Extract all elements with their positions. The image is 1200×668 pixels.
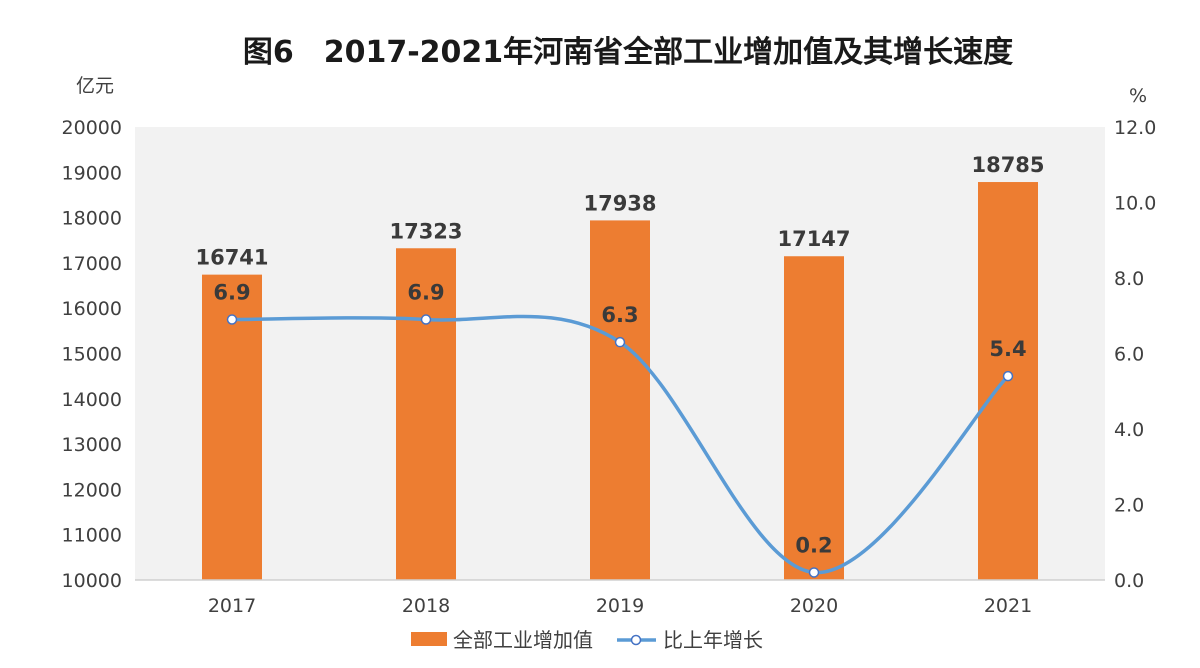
x-tick-label: 2019 [596, 595, 644, 617]
legend: 全部工业增加值 比上年增长 [411, 628, 763, 652]
legend-line-marker [630, 634, 642, 646]
x-tick-label: 2020 [790, 595, 838, 617]
line-data-label: 6.9 [407, 281, 444, 305]
right-tick-label: 12.0 [1114, 117, 1156, 139]
line-point [1002, 370, 1014, 382]
left-tick-label: 13000 [62, 434, 122, 456]
bar-data-label: 17323 [389, 219, 462, 243]
bar [396, 248, 456, 580]
right-axis-unit: % [1129, 85, 1147, 107]
chart-title: 图6 2017-2021年河南省全部工业增加值及其增长速度 [243, 35, 1013, 70]
left-tick-label: 10000 [62, 570, 122, 592]
bar-data-label: 17147 [777, 227, 850, 251]
growth-line [231, 314, 1010, 575]
legend-bar-label: 全部工业增加值 [453, 628, 593, 652]
bar-data-label: 18785 [971, 153, 1044, 177]
line-data-label: 5.4 [989, 337, 1026, 361]
right-tick-label: 10.0 [1114, 193, 1156, 215]
left-axis-unit: 亿元 [76, 75, 114, 97]
right-tick-label: 2.0 [1114, 495, 1144, 517]
bar-data-label: 17938 [583, 191, 656, 215]
left-tick-label: 19000 [62, 162, 122, 184]
left-tick-label: 17000 [62, 253, 122, 275]
bar [784, 256, 844, 580]
right-tick-label: 6.0 [1114, 344, 1144, 366]
x-tick-label: 2018 [402, 595, 450, 617]
left-tick-label: 14000 [62, 389, 122, 411]
x-tick-label: 2017 [208, 595, 256, 617]
legend-line-label: 比上年增长 [663, 628, 763, 652]
line-point [420, 314, 432, 325]
line-point [614, 336, 626, 348]
line-data-label: 6.9 [213, 281, 250, 305]
line-data-label: 0.2 [795, 533, 832, 557]
line-point [808, 567, 820, 578]
left-tick-label: 15000 [62, 344, 122, 366]
line-point [226, 314, 238, 325]
legend-bar-swatch [411, 632, 447, 646]
right-tick-label: 4.0 [1114, 419, 1144, 441]
x-tick-label: 2021 [984, 595, 1032, 617]
line-data-label: 6.3 [601, 303, 638, 327]
bar [590, 220, 650, 580]
bar [202, 274, 262, 580]
right-tick-label: 0.0 [1114, 570, 1144, 592]
left-tick-label: 11000 [62, 525, 122, 547]
left-tick-label: 16000 [62, 298, 122, 320]
left-tick-label: 18000 [62, 208, 122, 230]
left-tick-label: 12000 [62, 479, 122, 501]
right-tick-label: 8.0 [1114, 268, 1144, 290]
left-tick-label: 20000 [62, 117, 122, 139]
bar-data-label: 16741 [195, 246, 268, 270]
